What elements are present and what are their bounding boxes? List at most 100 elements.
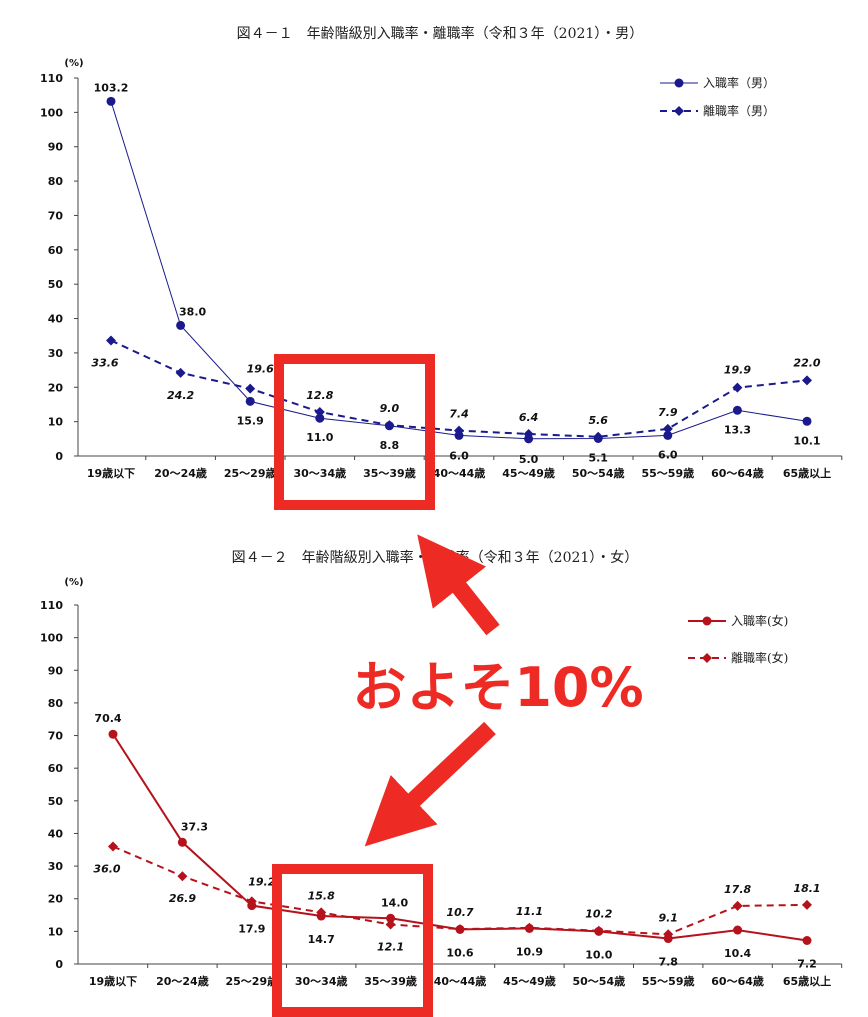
annotation-text: およそ10% <box>352 656 643 719</box>
data-point-marker <box>177 871 188 882</box>
data-label: 11.0 <box>306 431 333 444</box>
data-label: 7.2 <box>797 958 817 971</box>
x-tick-label: 45～49歳 <box>502 466 555 480</box>
x-tick-label: 55～59歳 <box>642 974 695 988</box>
data-point-marker <box>593 431 604 442</box>
data-label: 24.2 <box>167 389 194 402</box>
x-tick-label: 60～64歳 <box>711 974 764 988</box>
x-tick-label: 65歳以上 <box>783 974 831 988</box>
y-tick-label: 110 <box>40 599 63 612</box>
data-label: 19.6 <box>247 363 274 376</box>
data-label: 10.2 <box>585 908 612 921</box>
data-label: 5.6 <box>588 414 608 427</box>
x-tick-label: 35～39歳 <box>364 974 417 988</box>
data-point-marker <box>316 907 327 918</box>
x-tick-label: 20～24歳 <box>156 974 209 988</box>
data-point-marker <box>455 924 465 935</box>
x-tick-label: 30～34歳 <box>295 974 348 988</box>
y-tick-label: 10 <box>48 925 64 938</box>
data-label: 17.9 <box>238 923 265 936</box>
data-point-marker <box>732 900 743 911</box>
data-point-marker <box>732 405 742 415</box>
data-label: 7.9 <box>658 406 678 419</box>
data-point-marker <box>524 922 535 933</box>
data-label: 11.1 <box>516 905 543 918</box>
data-point-marker <box>384 420 395 431</box>
y-tick-label: 70 <box>48 730 64 743</box>
y-tick-label: 0 <box>55 958 63 971</box>
data-point-marker <box>176 320 186 330</box>
data-point-marker <box>246 896 257 907</box>
data-label: 22.0 <box>793 356 820 369</box>
arrow-down <box>364 721 496 847</box>
chart-title: 図４－１ 年齢階級別入職率・離職率（令和３年（2021）・男） <box>237 25 644 42</box>
x-tick-label: 45～49歳 <box>503 974 556 988</box>
y-tick-label: 30 <box>48 860 64 873</box>
data-label: 12.1 <box>377 941 404 954</box>
data-label: 15.8 <box>308 889 335 902</box>
data-label: 19.2 <box>248 875 275 888</box>
y-tick-label: 60 <box>48 244 64 257</box>
data-label: 13.3 <box>724 423 751 436</box>
y-tick-label: 10 <box>48 416 64 429</box>
data-label: 12.8 <box>306 389 333 402</box>
data-point-marker <box>663 430 673 440</box>
data-label: 14.0 <box>381 896 408 909</box>
data-point-marker <box>593 925 604 936</box>
data-point-marker <box>386 913 396 923</box>
data-point-marker <box>315 413 325 423</box>
data-label: 18.1 <box>793 882 820 895</box>
highlight-box-female <box>272 864 433 1017</box>
data-point-marker <box>802 899 812 910</box>
data-point-marker <box>106 335 116 346</box>
data-label: 10.0 <box>585 948 612 961</box>
data-label: 37.3 <box>181 820 208 833</box>
y-tick-label: 40 <box>48 313 64 326</box>
data-label: 19.9 <box>724 364 751 377</box>
y-tick-label: 20 <box>48 381 64 394</box>
y-tick-label: 30 <box>48 347 64 360</box>
data-point-marker <box>245 383 256 394</box>
data-label: 6.4 <box>519 411 539 424</box>
legend-marker <box>702 616 712 626</box>
x-tick-label: 55～59歳 <box>641 466 694 480</box>
data-point-marker <box>802 375 812 386</box>
data-point-marker <box>732 382 743 393</box>
legend-label: 離職率(女) <box>731 650 788 665</box>
highlight-box-male <box>274 354 435 510</box>
data-point-marker <box>802 416 812 426</box>
series-line-entry <box>110 101 808 440</box>
x-tick-label: 19歳以下 <box>89 974 137 988</box>
x-tick-label: 40～44歳 <box>433 466 486 480</box>
legend-marker <box>702 653 712 663</box>
legend-label: 入職率（男） <box>703 75 775 90</box>
y-tick-label: 90 <box>48 664 64 677</box>
data-label: 7.8 <box>658 956 678 969</box>
annotation-overlay: およそ10% <box>272 354 660 1017</box>
annotation-background <box>330 648 660 720</box>
y-tick-label: 60 <box>48 762 64 775</box>
legend-label: 入職率(女) <box>731 613 788 628</box>
data-point-marker <box>175 367 186 378</box>
data-point-marker <box>454 425 464 436</box>
x-tick-label: 25～29歳 <box>224 466 277 480</box>
y-tick-label: 90 <box>48 141 64 154</box>
y-tick-label: 50 <box>48 278 64 291</box>
data-label: 14.7 <box>308 933 335 946</box>
y-tick-label: 110 <box>40 72 63 85</box>
data-label: 5.0 <box>519 453 539 466</box>
legend-marker <box>674 78 684 88</box>
y-tick-label: 100 <box>40 106 63 119</box>
data-label: 33.6 <box>91 357 118 370</box>
x-tick-label: 30～34歳 <box>293 466 346 480</box>
x-tick-label: 60～64歳 <box>711 466 764 480</box>
data-label: 8.8 <box>380 439 400 452</box>
y-tick-label: 80 <box>48 697 64 710</box>
data-point-marker <box>314 407 325 418</box>
y-tick-label: 80 <box>48 175 64 188</box>
data-label: 9.1 <box>658 911 678 924</box>
data-label: 36.0 <box>93 863 120 876</box>
data-point-marker <box>108 841 118 852</box>
data-label: 9.0 <box>380 402 400 415</box>
